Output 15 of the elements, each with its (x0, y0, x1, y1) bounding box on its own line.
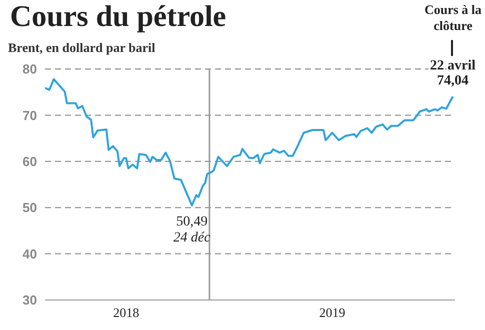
annotation: 74,04 (437, 74, 469, 89)
y-tick-label: 30 (22, 292, 37, 308)
annotation: 22 avril (430, 58, 476, 74)
annotation: 24 déc (173, 230, 212, 246)
y-tick-label: 60 (22, 154, 37, 170)
y-tick-label: 70 (22, 108, 37, 123)
x-tick-label: 2018 (113, 305, 140, 320)
text: Cours à la clôture (423, 2, 483, 34)
chart-title: Cours du pétrole (10, 0, 226, 34)
y-tick-label: 40 (22, 246, 37, 262)
y-tick-label: 80 (22, 62, 37, 77)
y-tick-label: 50 (22, 200, 37, 216)
annotation: 50,49 (176, 214, 208, 230)
chart-subtitle: Brent, en dollard par baril (8, 40, 156, 56)
x-tick-label: 2019 (319, 305, 346, 320)
